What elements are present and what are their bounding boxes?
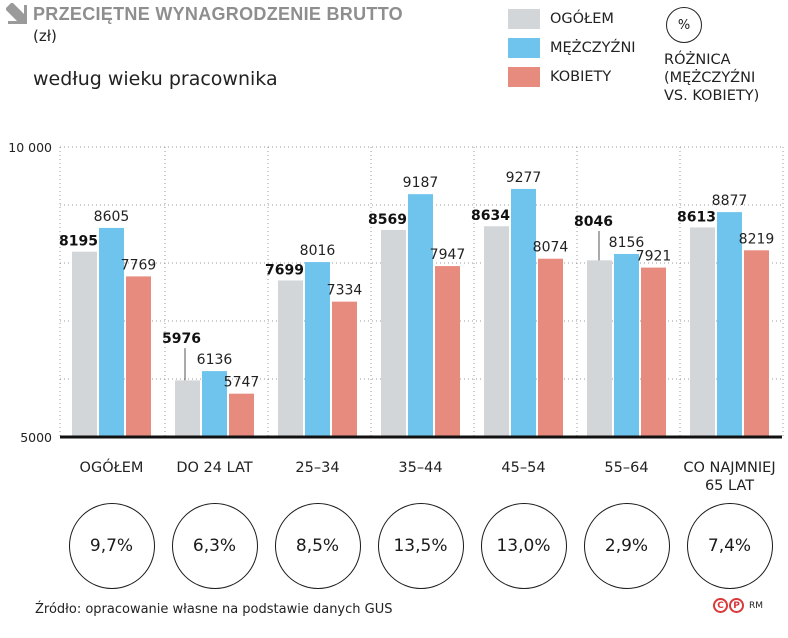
bar-total [278, 280, 303, 437]
category-label: 25–34 [295, 460, 339, 476]
bar-men [202, 371, 227, 437]
bar-women [538, 258, 563, 437]
data-label-total: 8195 [59, 234, 98, 250]
difference-caption-line: (MĘŻCZYŹNI [664, 70, 756, 86]
difference-circle: 9,7% [68, 503, 155, 589]
arrow-icon [6, 3, 27, 24]
data-label-women: 8074 [533, 240, 569, 256]
bar-women [229, 393, 254, 437]
difference-circle: 8,5% [274, 503, 361, 589]
difference-circle: 7,4% [686, 503, 773, 589]
data-label-women: 5747 [224, 375, 260, 391]
legend-label-total: OGÓŁEM [550, 10, 614, 27]
data-label-total: 8634 [471, 208, 510, 224]
bar-men [614, 253, 639, 437]
copyright-mark: C P RM [713, 598, 763, 613]
data-label-men: 9187 [403, 175, 439, 191]
category-label: 45–54 [501, 460, 545, 476]
legend-swatch-men [508, 37, 540, 58]
source-note: Źródło: opracowanie własne na podstawie … [35, 602, 393, 617]
bar-women [641, 267, 666, 437]
category-label: CO NAJMNIEJ [683, 460, 775, 476]
legend-item-women: KOBIETY [508, 62, 636, 91]
category-label: OGÓŁEM [80, 458, 144, 476]
y-tick-label: 10 000 [8, 140, 52, 155]
data-label-men: 8016 [300, 243, 336, 259]
category-label: 65 LAT [705, 478, 754, 494]
legend-item-total: OGÓŁEM [508, 4, 636, 33]
legend-label-men: MĘŻCZYŹNI [550, 39, 636, 56]
legend-item-men: MĘŻCZYŹNI [508, 33, 636, 62]
legend-swatch-total [508, 8, 540, 29]
difference-caption-line: RÓŻNICA [664, 52, 731, 68]
difference-circle: 6,3% [171, 503, 258, 589]
difference-caption-line: VS. KOBIETY) [664, 88, 760, 104]
data-label-total: 8046 [574, 214, 613, 230]
bar-women [332, 301, 357, 437]
copyright-author: RM [749, 600, 764, 611]
data-label-total: 8613 [677, 209, 716, 225]
bar-total [690, 227, 715, 437]
legend: OGÓŁEM MĘŻCZYŹNI KOBIETY [508, 4, 636, 91]
y-tick-label: 5000 [20, 430, 52, 445]
percent-badge: % [666, 7, 702, 43]
difference-circle: 13,0% [480, 503, 567, 589]
difference-caption: RÓŻNICA (MĘŻCZYŹNI VS. KOBIETY) [664, 51, 759, 105]
data-label-women: 8219 [739, 231, 775, 247]
category-label: 55–64 [604, 460, 648, 476]
chart-title: PRZECIĘTNE WYNAGRODZENIE BRUTTO [33, 3, 403, 24]
bar-total [381, 229, 406, 437]
bar-total [175, 380, 200, 437]
bar-women [435, 266, 460, 437]
difference-circle: 2,9% [583, 503, 670, 589]
unit-label: (zł) [33, 27, 57, 45]
bar-men [305, 262, 330, 437]
bar-men [717, 212, 742, 437]
data-label-women: 7769 [121, 257, 157, 273]
bar-total [484, 226, 509, 437]
bar-women [126, 276, 151, 437]
legend-label-women: KOBIETY [550, 68, 612, 85]
chart-header: PRZECIĘTNE WYNAGRODZENIE BRUTTO [6, 3, 403, 25]
category-label: DO 24 LAT [176, 460, 252, 476]
data-label-women: 7921 [636, 249, 672, 265]
copyright-p-icon: P [729, 598, 744, 613]
data-label-total: 8569 [368, 212, 407, 228]
data-label-men: 8156 [609, 235, 645, 251]
difference-circle: 13,5% [377, 503, 464, 589]
data-label-men: 8877 [712, 193, 748, 209]
bar-women [744, 250, 769, 437]
category-label: 35–44 [398, 460, 442, 476]
copyright-c-icon: C [713, 598, 728, 613]
bar-men [99, 227, 124, 437]
data-label-men: 9277 [506, 170, 542, 186]
data-label-women: 7334 [327, 283, 363, 299]
legend-swatch-women [508, 66, 540, 87]
chart-subtitle: według wieku pracownika [33, 68, 278, 90]
data-label-total: 5976 [162, 331, 201, 347]
data-label-total: 7699 [265, 262, 304, 278]
bar-men [511, 188, 536, 437]
bar-chart: 5000 10 000 8605 7769 8195 OGÓŁEM 6136 5747 5976… [8, 140, 784, 494]
bar-men [408, 194, 433, 437]
bar-total [587, 260, 612, 437]
data-label-men: 8605 [94, 209, 130, 225]
bar-total [72, 251, 97, 437]
data-label-women: 7947 [430, 247, 466, 263]
data-label-men: 6136 [197, 352, 233, 368]
